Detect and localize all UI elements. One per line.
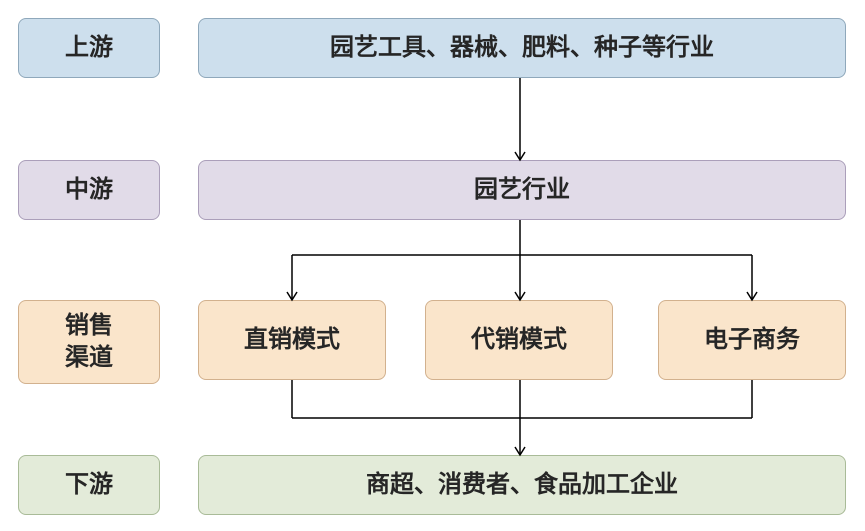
downstream-label: 下游 — [18, 455, 160, 515]
midstream-label: 中游 — [18, 160, 160, 220]
upstream-label: 上游 — [18, 18, 160, 78]
channels-label: 销售 渠道 — [18, 300, 160, 384]
channel-item-0: 直销模式 — [198, 300, 386, 380]
upstream-content: 园艺工具、器械、肥料、种子等行业 — [198, 18, 846, 78]
channel-item-1: 代销模式 — [425, 300, 613, 380]
midstream-content: 园艺行业 — [198, 160, 846, 220]
downstream-content: 商超、消费者、食品加工企业 — [198, 455, 846, 515]
channel-item-2: 电子商务 — [658, 300, 846, 380]
connectors — [0, 0, 865, 531]
